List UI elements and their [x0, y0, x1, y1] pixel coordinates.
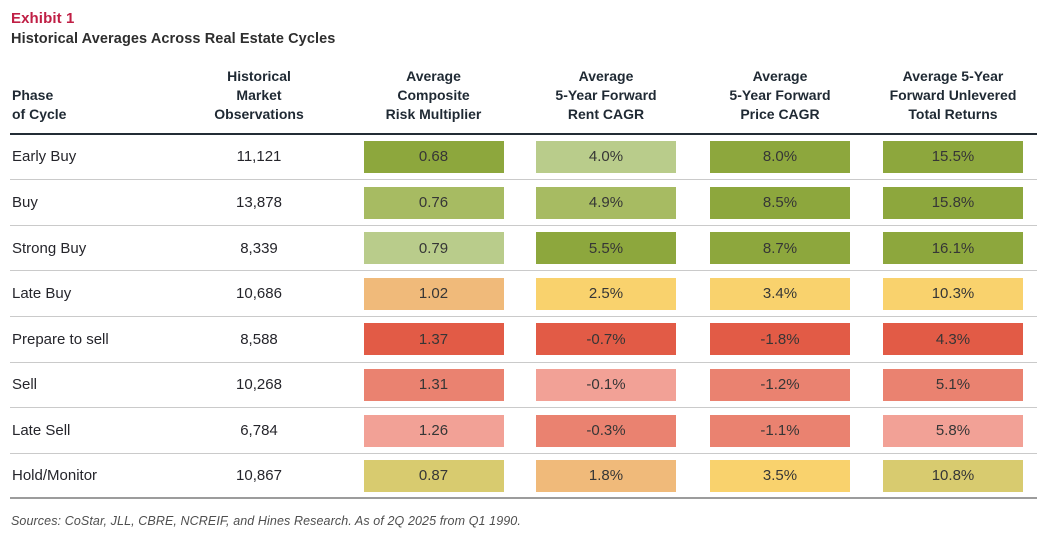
table-row-late-sell: Late Sell 6,784 1.26 -0.3% -1.1% 5.8% — [10, 408, 1037, 454]
heatmap-cell-rent: -0.7% — [536, 323, 676, 356]
heatmap-cell-returns: 10.8% — [883, 459, 1023, 492]
header-rent-cagr: Average 5-Year Forward Rent CAGR — [555, 68, 657, 122]
header-risk-multiplier: Average Composite Risk Multiplier — [385, 68, 482, 122]
heatmap-cell-rent: 4.9% — [536, 186, 676, 219]
header-historical-observations: Historical Market Observations — [214, 68, 304, 122]
table-row-sell: Sell 10,268 1.31 -0.1% -1.2% 5.1% — [10, 363, 1037, 409]
observations-cell: 6,784 — [240, 422, 278, 440]
header-price-cagr: Average 5-Year Forward Price CAGR — [729, 68, 831, 122]
observations-cell: 8,339 — [240, 239, 278, 257]
heatmap-cell-risk: 1.02 — [363, 277, 504, 310]
heatmap-table: Phase of Cycle Historical Market Observa… — [10, 53, 1037, 500]
title-block: Exhibit 1 Historical Averages Across Rea… — [0, 0, 1064, 47]
heatmap-cell-returns: 4.3% — [883, 323, 1023, 356]
heatmap-cell-risk: 0.68 — [363, 140, 504, 173]
heatmap-cell-rent: 4.0% — [536, 140, 676, 173]
table-row-early-buy: Early Buy 11,121 0.68 4.0% 8.0% 15.5% — [10, 135, 1037, 181]
header-phase-of-cycle: Phase of Cycle — [12, 86, 67, 122]
heatmap-cell-rent: 2.5% — [536, 277, 676, 310]
heatmap-cell-risk: 0.76 — [363, 186, 504, 219]
table-row-strong-buy: Strong Buy 8,339 0.79 5.5% 8.7% 16.1% — [10, 226, 1037, 272]
heatmap-cell-price: 8.0% — [710, 140, 850, 173]
table-row-hold-monitor: Hold/Monitor 10,867 0.87 1.8% 3.5% 10.8% — [10, 454, 1037, 500]
phase-cell: Hold/Monitor — [12, 467, 98, 485]
heatmap-cell-price: 8.5% — [710, 186, 850, 219]
heatmap-cell-risk: 1.31 — [363, 368, 504, 401]
heatmap-cell-price: -1.1% — [710, 414, 850, 447]
heatmap-cell-risk: 1.37 — [363, 323, 504, 356]
phase-cell: Late Sell — [12, 422, 71, 440]
heatmap-cell-rent: -0.1% — [536, 368, 676, 401]
exhibit-label: Exhibit 1 — [11, 10, 75, 27]
observations-cell: 10,867 — [236, 467, 282, 485]
heatmap-cell-returns: 5.1% — [883, 368, 1023, 401]
phase-cell: Early Buy — [12, 148, 77, 166]
heatmap-cell-rent: 1.8% — [536, 459, 676, 492]
header-total-returns: Average 5-Year Forward Unlevered Total R… — [889, 68, 1017, 122]
heatmap-cell-returns: 5.8% — [883, 414, 1023, 447]
heatmap-cell-returns: 10.3% — [883, 277, 1023, 310]
table-header-row: Phase of Cycle Historical Market Observa… — [10, 53, 1037, 135]
heatmap-cell-rent: 5.5% — [536, 232, 676, 265]
observations-cell: 8,588 — [240, 330, 278, 348]
heatmap-cell-returns: 16.1% — [883, 232, 1023, 265]
observations-cell: 13,878 — [236, 194, 282, 212]
heatmap-cell-risk: 0.79 — [363, 232, 504, 265]
heatmap-cell-price: -1.8% — [710, 323, 850, 356]
heatmap-cell-rent: -0.3% — [536, 414, 676, 447]
observations-cell: 10,686 — [236, 285, 282, 303]
heatmap-cell-risk: 1.26 — [363, 414, 504, 447]
page-title: Historical Averages Across Real Estate C… — [11, 31, 336, 47]
heatmap-cell-price: 8.7% — [710, 232, 850, 265]
heatmap-cell-returns: 15.5% — [883, 140, 1023, 173]
heatmap-cell-price: 3.4% — [710, 277, 850, 310]
heatmap-cell-price: -1.2% — [710, 368, 850, 401]
phase-cell: Sell — [12, 376, 38, 394]
heatmap-cell-price: 3.5% — [710, 459, 850, 492]
phase-cell: Strong Buy — [12, 239, 87, 257]
observations-cell: 10,268 — [236, 376, 282, 394]
phase-cell: Buy — [12, 194, 38, 212]
heatmap-cell-risk: 0.87 — [363, 459, 504, 492]
phase-cell: Late Buy — [12, 285, 72, 303]
table-row-buy: Buy 13,878 0.76 4.9% 8.5% 15.8% — [10, 180, 1037, 226]
sources-note: Sources: CoStar, JLL, CBRE, NCREIF, and … — [11, 514, 521, 529]
table-row-prepare-to-sell: Prepare to sell 8,588 1.37 -0.7% -1.8% 4… — [10, 317, 1037, 363]
phase-cell: Prepare to sell — [12, 330, 109, 348]
heatmap-cell-returns: 15.8% — [883, 186, 1023, 219]
observations-cell: 11,121 — [236, 148, 282, 166]
table-row-late-buy: Late Buy 10,686 1.02 2.5% 3.4% 10.3% — [10, 271, 1037, 318]
